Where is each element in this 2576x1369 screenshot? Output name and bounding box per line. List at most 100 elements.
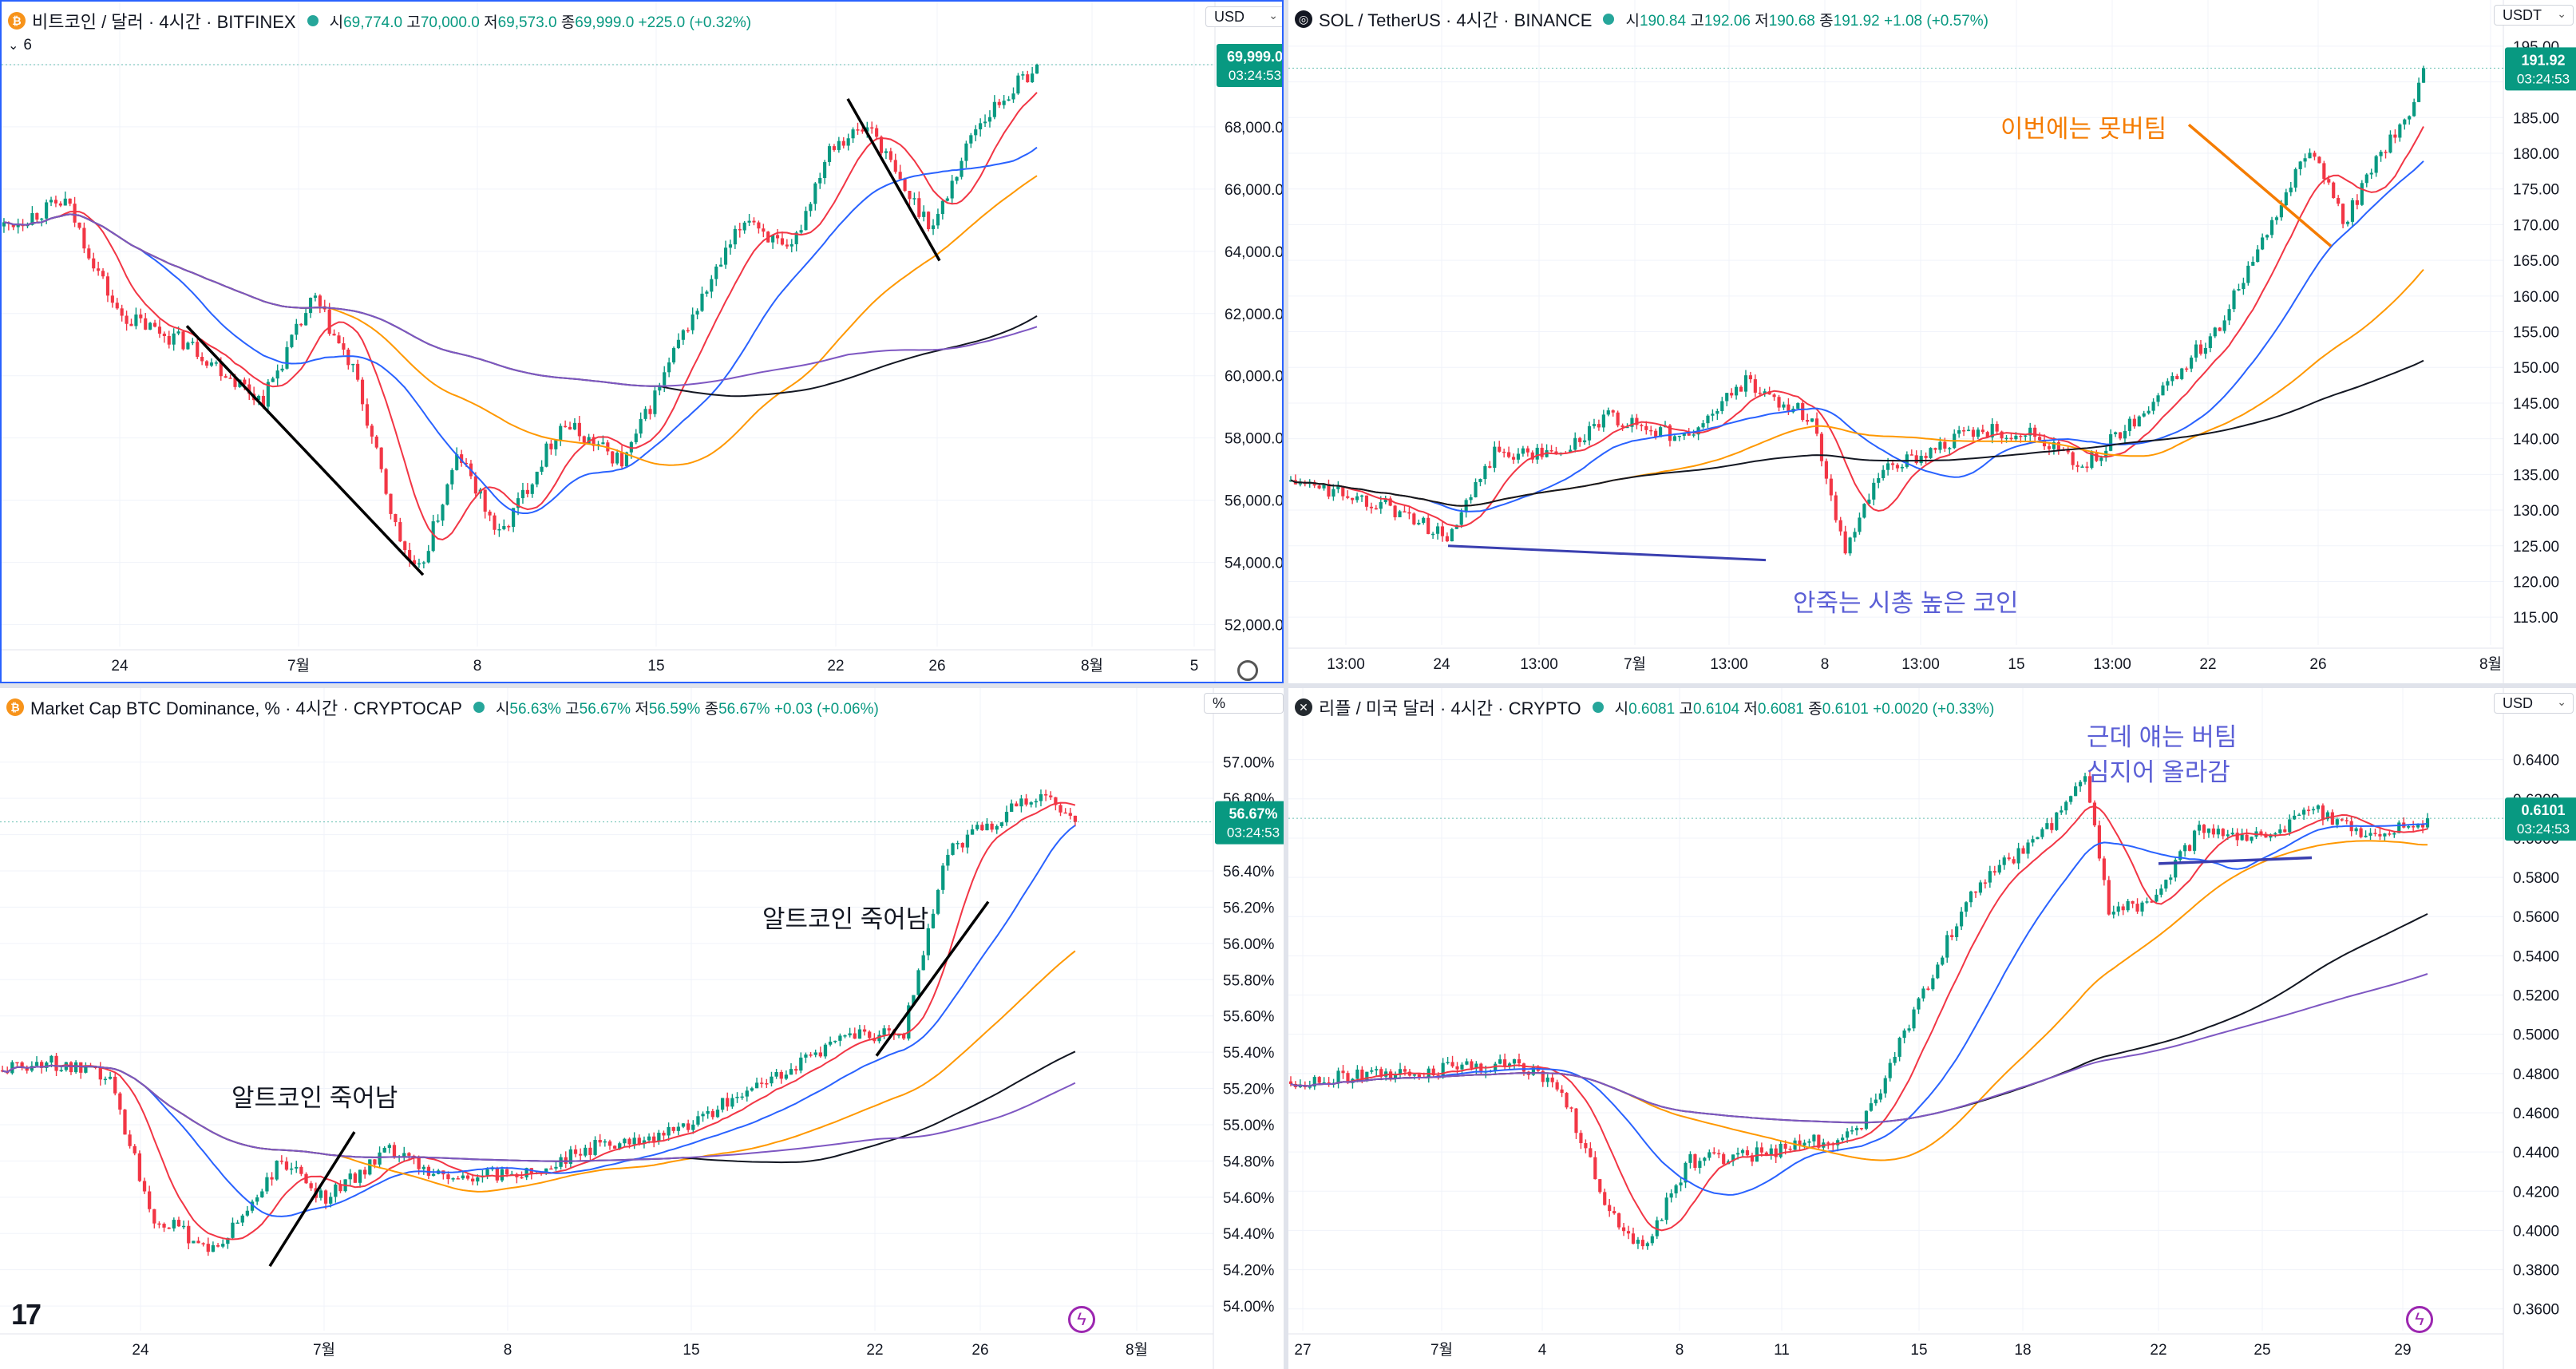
- currency-select[interactable]: USDT ⌄: [2494, 5, 2574, 26]
- sol-chart-canvas[interactable]: 195.00190.00185.00180.00175.00170.00165.…: [1288, 0, 2576, 683]
- chart-pane-btc-dominance[interactable]: 57.00%56.80%56.60%56.40%56.20%56.00%55.8…: [0, 688, 1284, 1369]
- annotation-text[interactable]: 알트코인 죽어남: [762, 905, 929, 933]
- close-value: 0.6101: [1822, 700, 1869, 718]
- candle-body: [2259, 831, 2263, 834]
- symbol-legend[interactable]: ✕ 리플 / 미국 달러 · 4시간 · CRYPTO 시0.6081 고0.6…: [1295, 694, 1994, 720]
- symbol-title[interactable]: 비트코인 / 달러 · 4시간 · BITFINEX: [32, 12, 296, 32]
- candle-body: [113, 1076, 117, 1094]
- candle-body: [2028, 427, 2032, 436]
- candle-body: [1579, 1133, 1583, 1144]
- lightning-icon[interactable]: ϟ: [2406, 1306, 2433, 1333]
- candle-body: [922, 212, 926, 217]
- currency-select[interactable]: %: [1204, 693, 1284, 714]
- candle-body: [2322, 163, 2326, 180]
- x-tick-label: 5: [1190, 658, 1199, 675]
- indicator-count: 6: [23, 37, 32, 53]
- candle-body: [1470, 1061, 1474, 1069]
- btc-chart-canvas[interactable]: 70,000.0 68,000.0 66,000.0 64,000.0 62,000.0…: [2, 2, 1284, 683]
- candle-body: [1474, 1063, 1478, 1069]
- annotation-text[interactable]: 이번에는 못버팀: [2000, 115, 2167, 143]
- gear-icon[interactable]: [1237, 660, 1258, 681]
- candle-body: [1450, 1062, 1454, 1066]
- candle-body: [191, 342, 195, 343]
- candle-body: [681, 1123, 686, 1127]
- symbol-legend[interactable]: ◎ SOL / TetherUS · 4시간 · BINANCE 시190.84…: [1295, 6, 1988, 32]
- candle-body: [1692, 434, 1696, 436]
- candle-body: [1890, 463, 1895, 465]
- candle-body: [2311, 809, 2316, 811]
- x-tick-label: 22: [866, 1342, 883, 1359]
- y-tick-label: 0.5800: [2513, 870, 2559, 887]
- candle-body: [1346, 496, 1350, 498]
- y-tick-label: 185.00: [2513, 110, 2559, 127]
- candle-body: [2379, 152, 2383, 156]
- annotation-text[interactable]: 알트코인 죽어남: [231, 1084, 398, 1112]
- candle-body: [365, 404, 370, 426]
- symbol-title[interactable]: 리플 / 미국 달러 · 4시간 · CRYPTO: [1319, 698, 1581, 718]
- candle-body: [861, 129, 865, 132]
- candle-body: [1317, 1077, 1321, 1083]
- currency-select[interactable]: USD ⌄: [2494, 693, 2574, 714]
- candle-body: [1788, 1149, 1792, 1150]
- annotation-text[interactable]: 안죽는 시총 높은 코인: [1793, 589, 2019, 617]
- solana-coin-icon: ◎: [1295, 10, 1312, 28]
- candle-body: [2031, 839, 2035, 843]
- candle-body: [789, 243, 793, 247]
- candle-body: [1043, 793, 1048, 796]
- candle-body: [2412, 826, 2416, 828]
- candle-body: [691, 1124, 695, 1130]
- symbol-legend[interactable]: ₿ 비트코인 / 달러 · 4시간 · BITFINEX 시69,774.0 고…: [8, 8, 751, 34]
- candle-body: [1374, 508, 1378, 510]
- candle-body: [1759, 1147, 1763, 1153]
- candle-body: [421, 1166, 425, 1169]
- candle-body: [0, 1070, 5, 1072]
- chart-pane-xrp[interactable]: 0.64000.62000.60000.58000.56000.54000.52…: [1288, 688, 2576, 1369]
- indicator-toggle[interactable]: ⌄ 6: [8, 37, 32, 54]
- lightning-icon[interactable]: ϟ: [1068, 1306, 1095, 1333]
- currency-select[interactable]: USD ⌄: [1205, 6, 1282, 27]
- candle-body: [2127, 418, 2131, 431]
- symbol-title[interactable]: Market Cap BTC Dominance, % · 4시간 · CRYP…: [30, 698, 462, 718]
- xrp-chart-canvas[interactable]: 0.64000.62000.60000.58000.56000.54000.52…: [1288, 688, 2576, 1369]
- candle-body: [593, 1140, 597, 1155]
- symbol-title[interactable]: SOL / TetherUS · 4시간 · BINANCE: [1319, 10, 1593, 30]
- candle-body: [304, 313, 308, 326]
- candle-body: [714, 266, 718, 279]
- x-tick-label: 22: [827, 658, 844, 675]
- candle-body: [25, 1067, 29, 1071]
- candle-body: [1364, 495, 1369, 507]
- candle-body: [1850, 1130, 1854, 1132]
- change-value: +0.03 (+0.06%): [774, 700, 879, 718]
- candle-body: [2316, 805, 2321, 809]
- candle-body: [1969, 891, 1973, 903]
- candle-body: [2388, 833, 2392, 835]
- candle-body: [2407, 826, 2411, 828]
- moving-average-line: [2, 801, 1076, 1240]
- candle-body: [1783, 1143, 1787, 1149]
- candle-body: [2135, 904, 2139, 912]
- annotation-text[interactable]: 근데 얘는 버팀: [2087, 723, 2238, 751]
- candle-body: [2421, 68, 2426, 83]
- tradingview-logo[interactable]: 17: [11, 1298, 42, 1331]
- chart-pane-btc[interactable]: 70,000.0 68,000.0 66,000.0 64,000.0 62,000.0…: [0, 0, 1284, 683]
- candle-body: [2014, 435, 2018, 440]
- candle-body: [2071, 452, 2075, 465]
- candle-body: [1869, 1103, 1873, 1111]
- candle-body: [2107, 880, 2111, 915]
- candle-body: [82, 228, 86, 249]
- candle-body: [525, 489, 529, 494]
- annotation-text[interactable]: 심지어 올라감: [2087, 758, 2230, 786]
- candle-body: [1878, 1093, 1882, 1100]
- dominance-chart-canvas[interactable]: 57.00%56.80%56.60%56.40%56.20%56.00%55.8…: [0, 688, 1284, 1369]
- candle-body: [1777, 397, 1781, 408]
- chart-pane-sol[interactable]: 195.00190.00185.00180.00175.00170.00165.…: [1288, 0, 2576, 683]
- candle-body: [742, 222, 746, 231]
- candle-body: [775, 235, 780, 239]
- candle-body: [1929, 448, 1933, 458]
- symbol-legend[interactable]: ₿ Market Cap BTC Dominance, % · 4시간 · CR…: [6, 694, 879, 720]
- candle-body: [1388, 498, 1392, 506]
- candle-body: [431, 1173, 436, 1176]
- pane-divider-horizontal[interactable]: [0, 683, 2576, 688]
- x-tick-label: 11: [1774, 1342, 1790, 1359]
- candle-body: [671, 348, 676, 363]
